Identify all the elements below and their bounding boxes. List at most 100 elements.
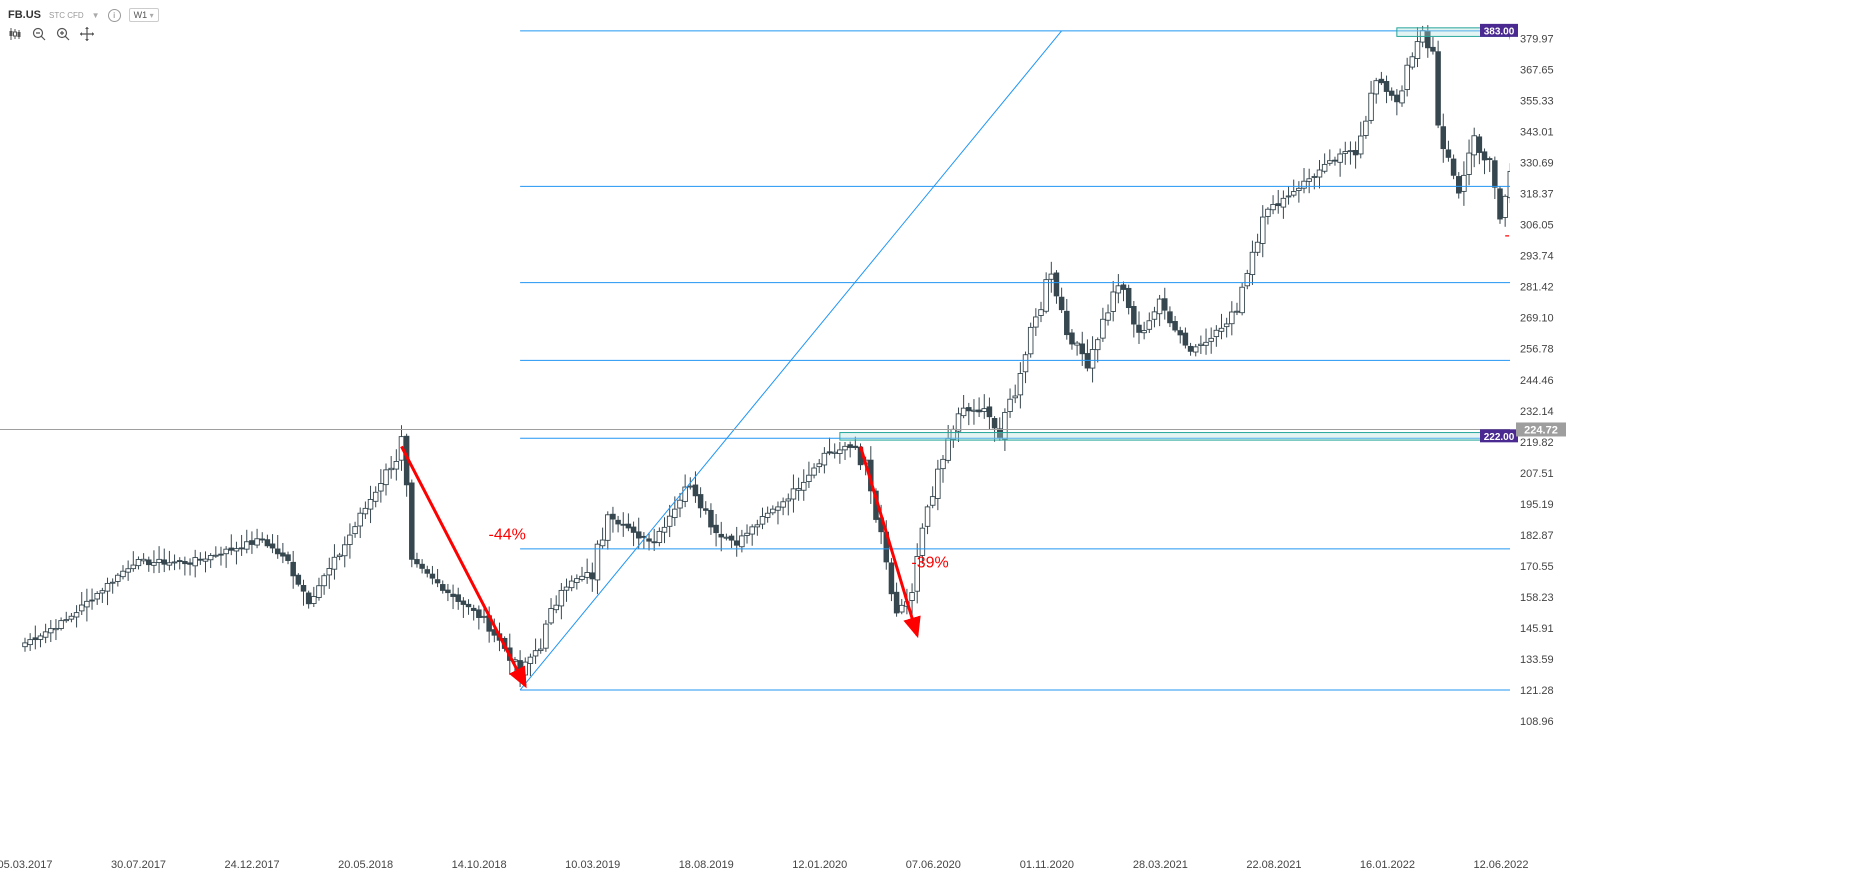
zoom-out-icon[interactable] [32,27,46,41]
candle [759,507,766,530]
candle-body [1131,306,1137,325]
candle-body [785,498,792,502]
candle [182,556,188,576]
info-icon[interactable]: i [107,8,121,22]
candle [842,441,848,460]
candle [1125,284,1132,315]
candle-body [1347,150,1354,153]
candle-body [1208,337,1214,342]
zoom-in-icon[interactable] [56,27,70,41]
price-axis[interactable]: 379.97 367.65 355.33 343.01 330.69 318.37 306.… [1480,0,1849,876]
x-tick-label: 16.01.2022 [1360,859,1415,871]
candle [1502,194,1508,227]
candle-body [68,615,75,620]
candle-body [1337,153,1343,163]
candles [22,25,1586,688]
candle-body [1254,241,1261,253]
trendline[interactable] [519,30,1063,691]
candle-body [605,514,611,541]
candle-body [424,569,431,574]
candle [1337,148,1343,177]
candle-body [1027,326,1034,355]
candle-body [450,593,456,597]
candle [888,558,895,602]
y-tick-label: 121.28 [1520,685,1554,697]
candle-body [909,592,915,601]
symbol-label[interactable]: FB.US [8,9,41,21]
chevron-down-icon[interactable]: ▼ [91,10,100,20]
candle-body [439,584,446,591]
x-tick-label: 07.06.2020 [906,859,961,871]
candle [125,560,131,581]
candle-body [919,527,926,556]
candle-body [1455,176,1462,194]
candle-body [1378,78,1385,84]
candle [22,637,28,652]
candle [754,519,761,536]
candle-body [42,631,49,638]
timeframe-select[interactable]: W1 ▾ [128,8,159,22]
candle-body [254,538,260,546]
candle [1146,312,1153,334]
candle-body [1373,80,1379,95]
candle-body [1481,151,1488,161]
candle-body [269,543,276,549]
crosshair-icon[interactable] [80,27,94,41]
candle-body [311,596,317,604]
candle [1486,156,1493,173]
candle-body [971,409,977,412]
candle-body [1162,298,1168,311]
candle-body [620,523,627,526]
candle [574,574,580,590]
candle-body [1213,329,1220,338]
candle-body [795,488,802,491]
candle [1455,172,1462,199]
candle-body [579,575,585,580]
y-tick-label: 133.59 [1520,654,1554,666]
candle [966,402,972,426]
candle-body [295,574,302,585]
candle [744,524,750,544]
candle [465,599,472,615]
candle [99,587,106,603]
chart-tools [8,27,94,41]
candle [847,441,853,458]
drawdown-arrow[interactable] [400,445,527,689]
candle-body [53,628,59,631]
candle-body [1115,285,1122,294]
candle [476,605,482,630]
candle [641,532,647,549]
candle-body [651,541,657,544]
candle-body [1342,151,1349,154]
candle [666,504,673,538]
candle [156,546,162,574]
candle [1342,141,1349,165]
candle-body [646,538,652,542]
candle [558,582,565,620]
candle-body [615,519,621,525]
candle-body [1368,92,1374,121]
candle-body [692,484,699,497]
candle-body [331,556,338,570]
candle-body [213,554,219,557]
candle [1120,281,1127,302]
candle-body [223,548,229,555]
candle [187,558,193,576]
candle-body [104,582,111,592]
candle [625,513,632,532]
candle [352,521,358,538]
candle-body [238,547,245,550]
candle [1064,298,1070,340]
candle [27,633,33,651]
drawdown-arrow[interactable] [859,445,921,639]
time-axis[interactable]: 05.03.2017 30.07.2017 24.12.2017 20.05.2018… [0,859,1529,871]
candle [1435,40,1441,129]
candle-body [1218,327,1225,332]
candle [1399,85,1405,107]
candle-body [1069,332,1075,345]
candle-body [476,609,482,618]
candle-body [708,509,714,528]
candles-icon[interactable] [8,27,22,41]
candle [135,556,142,570]
